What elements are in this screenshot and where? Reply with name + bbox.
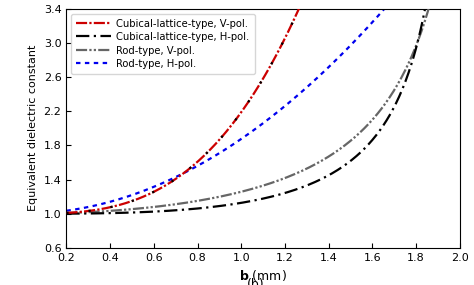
Y-axis label: Equivalent dielectric constant: Equivalent dielectric constant — [28, 45, 38, 211]
Text: (b): (b) — [247, 278, 265, 285]
Legend: Cubical-lattice-type, V-pol., Cubical-lattice-type, H-pol., Rod-type, V-pol., Ro: Cubical-lattice-type, V-pol., Cubical-la… — [72, 14, 255, 74]
X-axis label: $\mathbf{b}$ (mm): $\mathbf{b}$ (mm) — [239, 268, 287, 283]
